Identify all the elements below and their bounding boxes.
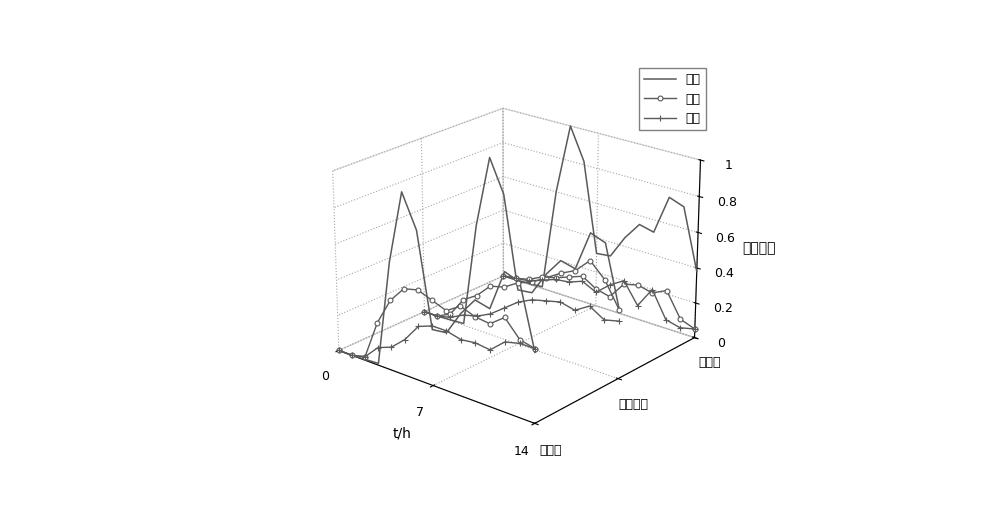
Legend: 阴天, 小雨, 大雨: 阴天, 小雨, 大雨: [639, 68, 706, 130]
X-axis label: t/h: t/h: [392, 427, 411, 441]
